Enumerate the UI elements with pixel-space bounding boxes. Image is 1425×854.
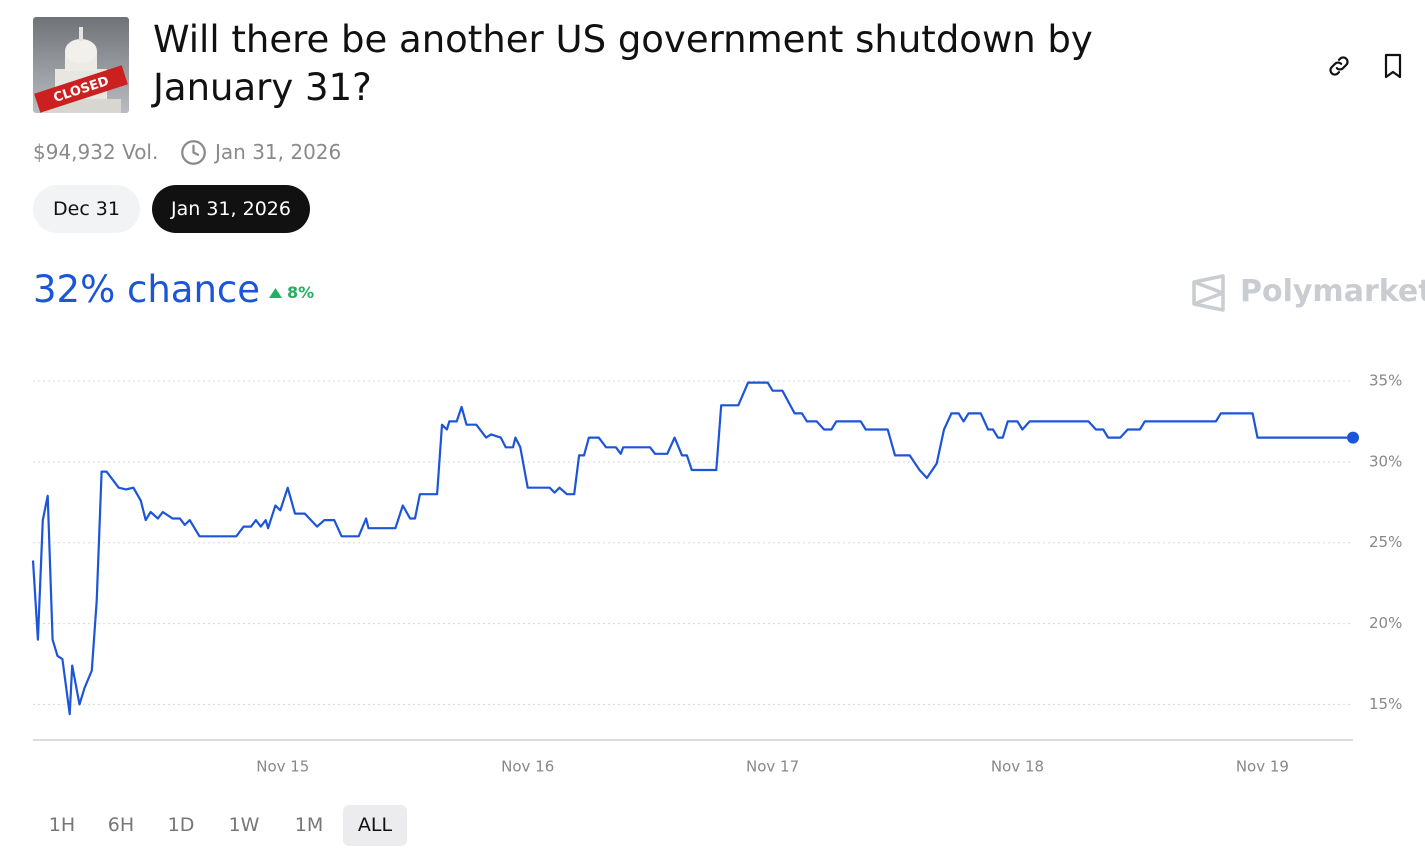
chance: 32% chance — [33, 268, 261, 311]
market-image: CLOSED — [33, 17, 129, 113]
time-range-button[interactable]: 1M — [294, 814, 324, 836]
time-range-button[interactable]: 1W — [228, 814, 260, 836]
x-tick-label: Nov 16 — [501, 758, 554, 776]
time-range-button[interactable]: ALL — [343, 805, 407, 846]
y-tick-label: 30% — [1369, 452, 1402, 470]
end-date: Jan 31, 2026 — [215, 140, 342, 164]
time-range-button[interactable]: 6H — [107, 814, 135, 836]
up-arrow — [269, 288, 282, 298]
bookmark-icon[interactable] — [1381, 52, 1405, 80]
change: 8% — [287, 283, 315, 302]
date-tab[interactable]: Dec 31 — [33, 185, 140, 233]
x-tick-label: Nov 17 — [746, 758, 799, 776]
y-tick-label: 25% — [1369, 533, 1402, 551]
link-icon[interactable] — [1326, 53, 1352, 79]
y-tick-label: 35% — [1369, 372, 1402, 390]
market-title: Will there be another US government shut… — [153, 18, 1093, 109]
x-tick-label: Nov 15 — [256, 758, 309, 776]
clock-icon — [181, 140, 206, 165]
price-line — [31, 381, 1353, 716]
date-tab-active[interactable]: Jan 31, 2026 — [152, 185, 310, 233]
brand-logo — [1192, 274, 1225, 312]
x-tick-label: Nov 18 — [991, 758, 1044, 776]
volume: $94,932 Vol. — [33, 140, 159, 164]
last-point — [1347, 431, 1359, 444]
y-tick-label: 15% — [1369, 695, 1402, 713]
time-range-button[interactable]: 1H — [48, 814, 76, 836]
time-range-button[interactable]: 1D — [167, 814, 195, 836]
x-tick-label: Nov 19 — [1236, 758, 1289, 776]
brand: Polymarket — [1240, 274, 1425, 309]
y-tick-label: 20% — [1369, 614, 1402, 632]
